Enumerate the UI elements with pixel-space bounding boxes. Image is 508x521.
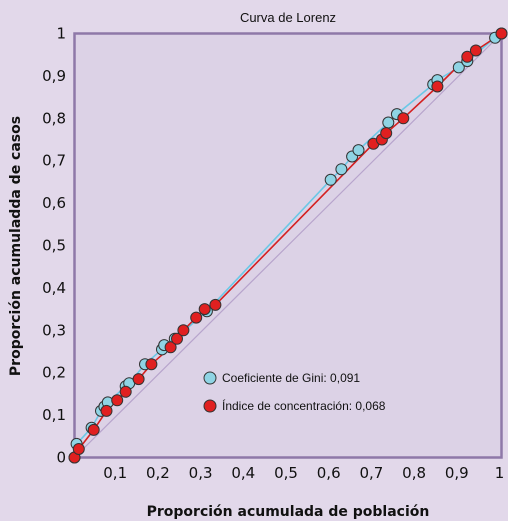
y-tick-label: 0,9 bbox=[42, 67, 66, 85]
x-tick-label: 0,5 bbox=[274, 464, 298, 482]
chart-title: Curva de Lorenz bbox=[240, 10, 336, 25]
legend-label-concentration: Índice de concentración: 0,068 bbox=[222, 398, 386, 413]
x-tick-label: 0,1 bbox=[103, 464, 127, 482]
series-1-point-12 bbox=[198, 303, 211, 316]
series-1-point-16 bbox=[380, 127, 393, 140]
legend: Coeficiente de Gini: 0,091 Índice de con… bbox=[203, 371, 386, 413]
x-tick-label: 0,3 bbox=[189, 464, 213, 482]
series-0-point-17 bbox=[382, 116, 395, 129]
x-tick-label: 0,4 bbox=[231, 464, 255, 482]
series-1-point-8 bbox=[164, 341, 177, 354]
series-1-point-20 bbox=[469, 44, 482, 57]
y-tick-label: 1 bbox=[56, 25, 66, 43]
series-1-point-1 bbox=[72, 443, 85, 455]
equality-line-layer bbox=[74, 33, 502, 458]
series-1-point-10 bbox=[177, 324, 190, 337]
y-tick-label: 0,4 bbox=[42, 279, 66, 297]
y-tick-label: 0,7 bbox=[42, 152, 66, 170]
legend-marker-gini bbox=[203, 371, 217, 385]
series-1-point-19 bbox=[461, 50, 474, 63]
y-tick-labels: 0 0,1 0,2 0,3 0,4 0,5 0,6 0,7 0,8 0,9 1 bbox=[42, 25, 66, 467]
series-1-point-21 bbox=[495, 27, 508, 40]
series-1-point-17 bbox=[397, 112, 410, 125]
series-0-point-14 bbox=[335, 163, 348, 176]
series-1-point-4 bbox=[111, 394, 124, 407]
series-1-point-5 bbox=[119, 385, 132, 398]
y-tick-label: 0,3 bbox=[42, 321, 66, 339]
series-0-point-21 bbox=[452, 61, 465, 74]
series-1-point-3 bbox=[100, 404, 113, 417]
x-tick-label: 0,9 bbox=[445, 464, 469, 482]
equality-line bbox=[74, 33, 502, 458]
y-tick-label: 0 bbox=[56, 449, 66, 467]
series-1-point-18 bbox=[431, 80, 444, 93]
x-tick-label: 0,8 bbox=[402, 464, 426, 482]
y-tick-label: 0,2 bbox=[42, 364, 66, 382]
y-tick-label: 0,8 bbox=[42, 109, 66, 127]
y-tick-label: 0,5 bbox=[42, 237, 66, 255]
x-axis-label: Proporción acumulada de población bbox=[147, 504, 430, 520]
series-points-layer bbox=[68, 27, 508, 464]
x-tick-labels: 0,1 0,2 0,3 0,4 0,5 0,6 0,7 0,8 0,9 1 bbox=[103, 464, 504, 482]
series-1-point-11 bbox=[190, 311, 203, 324]
series-0-point-16 bbox=[352, 144, 365, 157]
y-tick-label: 0,1 bbox=[42, 406, 66, 424]
series-1-point-7 bbox=[145, 358, 158, 371]
legend-label-gini: Coeficiente de Gini: 0,091 bbox=[222, 371, 360, 385]
legend-marker-concentration bbox=[203, 399, 217, 413]
series-1-point-2 bbox=[87, 423, 100, 436]
series-1-point-13 bbox=[209, 298, 222, 311]
y-tick-label: 0,6 bbox=[42, 194, 66, 212]
series-1-point-6 bbox=[132, 373, 145, 386]
series-1-point-9 bbox=[171, 332, 183, 345]
x-tick-label: 1 bbox=[495, 464, 505, 482]
x-tick-label: 0,7 bbox=[359, 464, 383, 482]
x-tick-label: 0,6 bbox=[317, 464, 341, 482]
y-axis-label: Proporción acumuladda de casos bbox=[8, 116, 24, 376]
x-tick-label: 0,2 bbox=[146, 464, 170, 482]
series-0-point-13 bbox=[324, 173, 337, 186]
